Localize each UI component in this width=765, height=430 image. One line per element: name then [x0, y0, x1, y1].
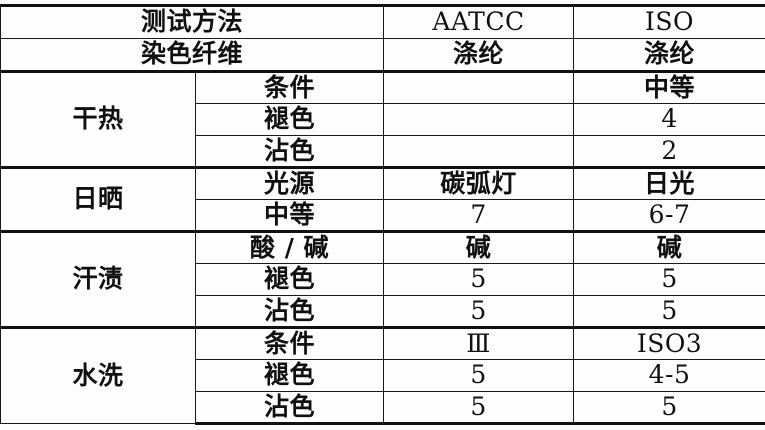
table-row: 干热 条件 中等 [0, 71, 765, 168]
cell-iso: 5 [573, 295, 765, 329]
cell-aatcc: Ⅲ [383, 327, 575, 360]
cell-iso: 5 [573, 263, 765, 296]
property-label: 酸 / 碱 [194, 231, 385, 264]
cell-aatcc: 5 [383, 263, 575, 296]
group-label-light-exposure: 日晒 [0, 166, 196, 232]
header-standard-aatcc: AATCC [383, 4, 575, 39]
table-row: 日晒 光源 碳弧灯 日光 [0, 166, 765, 232]
cell-iso: 日光 [573, 167, 765, 200]
cell-iso: 碱 [573, 231, 765, 264]
table-row: 汗渍 酸 / 碱 碱 碱 [0, 230, 765, 328]
property-label: 沾色 [194, 135, 385, 169]
table-row-header-method: 测试方法 AATCC ISO [0, 4, 765, 39]
cell-iso: 6-7 [573, 199, 765, 233]
cell-aatcc: 5 [383, 391, 575, 425]
property-label: 沾色 [194, 391, 385, 425]
property-label: 沾色 [194, 295, 385, 329]
cell-aatcc [383, 135, 575, 169]
cell-iso: 4-5 [573, 359, 765, 392]
table-body: 测试方法 AATCC ISO 染色纤维 涤纶 涤纶 干热 条件 中等 褪色 4 [0, 4, 765, 425]
property-label: 条件 [194, 71, 385, 104]
cell-aatcc [383, 103, 575, 136]
header-fiber-aatcc: 涤纶 [383, 38, 575, 73]
table-row: 沾色 5 5 [1, 391, 765, 425]
cell-iso: 5 [573, 391, 765, 425]
header-standard-iso: ISO [573, 4, 765, 39]
cell-iso: 2 [573, 135, 765, 169]
test-method-comparison-table: 测试方法 AATCC ISO 染色纤维 涤纶 涤纶 干热 条件 中等 褪色 4 [0, 4, 765, 425]
property-label: 条件 [194, 327, 385, 360]
group-label-perspiration: 汗渍 [0, 230, 196, 328]
cell-aatcc: 碱 [383, 231, 575, 264]
cell-iso: 中等 [573, 71, 765, 104]
table-row-header-fiber: 染色纤维 涤纶 涤纶 [0, 38, 765, 73]
header-fiber-iso: 涤纶 [573, 38, 765, 73]
property-label: 中等 [194, 199, 385, 233]
table-row: 中等 7 6-7 [1, 199, 765, 233]
table-row: 沾色 5 5 [1, 295, 765, 329]
table-row: 水洗 条件 Ⅲ ISO3 [0, 326, 765, 424]
table-row: 沾色 2 [1, 135, 765, 169]
property-label: 光源 [194, 167, 385, 200]
cell-iso: 4 [573, 103, 765, 136]
cell-aatcc: 5 [383, 359, 575, 392]
property-label: 褪色 [194, 103, 385, 136]
property-label: 褪色 [194, 263, 385, 296]
cell-aatcc [383, 71, 575, 104]
cell-aatcc: 7 [383, 199, 575, 233]
cell-aatcc: 碳弧灯 [383, 167, 575, 200]
group-label-dry-heat: 干热 [0, 71, 196, 168]
property-label: 褪色 [194, 359, 385, 392]
header-fiber-label: 染色纤维 [0, 38, 385, 73]
header-method-label: 测试方法 [0, 4, 385, 39]
group-label-washing: 水洗 [0, 326, 196, 424]
cell-iso: ISO3 [573, 327, 765, 360]
table-row: 褪色 5 4-5 [1, 359, 765, 392]
cell-aatcc: 5 [383, 295, 575, 329]
